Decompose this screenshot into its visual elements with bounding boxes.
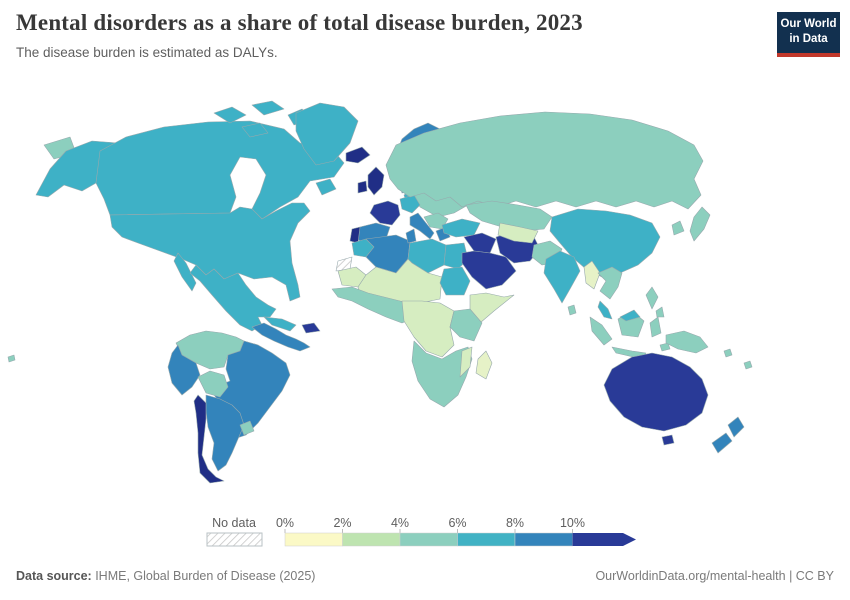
page-subtitle: The disease burden is estimated as DALYs… [16, 45, 278, 60]
country-ireland[interactable] [357, 180, 368, 194]
country-cuba[interactable] [263, 316, 297, 332]
country-canada-arctic-2[interactable] [251, 100, 285, 116]
region-fiji[interactable] [743, 360, 753, 370]
country-mozambique[interactable] [459, 346, 473, 378]
region-syria-iraq[interactable] [463, 232, 497, 254]
country-newfoundland[interactable] [315, 178, 337, 196]
legend-tick-label-1: 2% [333, 516, 351, 530]
country-new-zealand-north[interactable] [727, 416, 745, 438]
country-kazakhstan[interactable] [465, 200, 553, 232]
country-united-states[interactable] [109, 202, 311, 302]
owid-logo-line1: Our World [780, 18, 837, 30]
legend-segment-10-plus[interactable] [572, 533, 637, 546]
no-data-label: No data [212, 516, 256, 530]
country-hispaniola[interactable] [301, 322, 321, 334]
chart-footer: Data source: IHME, Global Burden of Dise… [16, 569, 834, 583]
country-uruguay[interactable] [239, 420, 255, 436]
country-canada-arctic-1[interactable] [213, 106, 247, 124]
legend-tick-label-3: 6% [448, 516, 466, 530]
country-chile[interactable] [193, 394, 225, 484]
region-saudi-arabia-gulf[interactable] [461, 250, 517, 290]
region-central-africa[interactable] [401, 300, 455, 358]
country-canada[interactable] [95, 120, 345, 220]
country-italy[interactable] [409, 212, 435, 240]
region-solomon-islands[interactable] [723, 348, 733, 358]
region-southern-africa[interactable] [411, 340, 473, 408]
country-sri-lanka[interactable] [567, 304, 577, 316]
legend-segment-4-6[interactable] [399, 532, 458, 547]
region-east-africa[interactable] [449, 308, 483, 342]
legend-segment-0-2[interactable] [284, 532, 343, 547]
no-data-swatch[interactable] [206, 532, 263, 547]
country-madagascar[interactable] [475, 350, 493, 380]
country-baja-california[interactable] [173, 252, 197, 292]
legend-tick-label-4: 8% [506, 516, 524, 530]
region-tasmania[interactable] [661, 434, 675, 446]
region-china-mongolia[interactable] [549, 208, 661, 278]
country-tunisia[interactable] [405, 228, 417, 244]
country-peru[interactable] [167, 344, 201, 396]
region-sulawesi[interactable] [649, 316, 662, 338]
region-central-america[interactable] [251, 322, 311, 352]
region-moluccas[interactable] [659, 342, 671, 352]
region-thailand-indochina[interactable] [597, 266, 623, 300]
country-united-kingdom[interactable] [367, 166, 385, 196]
region-sumatra[interactable] [589, 316, 613, 346]
legend-tick-label-2: 4% [391, 516, 409, 530]
country-sudan[interactable] [439, 266, 471, 296]
country-australia[interactable] [603, 352, 709, 432]
country-mexico[interactable] [189, 264, 277, 332]
map-legend: No data 0% 2% 4% 6% 8% 10% [0, 510, 850, 560]
country-malaysia[interactable] [597, 300, 613, 320]
data-source: Data source: IHME, Global Burden of Dise… [16, 569, 315, 583]
country-south-korea[interactable] [671, 220, 685, 236]
region-pacific-islands-west[interactable] [7, 354, 16, 363]
country-japan[interactable] [689, 206, 711, 242]
country-philippines-south[interactable] [655, 306, 665, 318]
country-new-zealand-south[interactable] [711, 432, 733, 454]
country-russia[interactable] [385, 111, 704, 210]
page-title: Mental disorders as a share of total dis… [16, 10, 583, 35]
country-papua-new-guinea[interactable] [665, 330, 709, 354]
chart-header: Mental disorders as a share of total dis… [16, 10, 840, 90]
region-central-asia-south[interactable] [497, 222, 539, 244]
region-myanmar-laos[interactable] [583, 260, 601, 290]
country-canada-arctic-3[interactable] [241, 122, 269, 138]
owid-logo[interactable]: Our World in Data [777, 12, 840, 57]
credit-link[interactable]: OurWorldinData.org/mental-health | CC BY [595, 569, 834, 583]
data-source-text: IHME, Global Burden of Disease (2025) [91, 569, 316, 583]
country-philippines-north[interactable] [645, 286, 659, 310]
country-argentina[interactable] [205, 394, 245, 472]
world-map [0, 95, 850, 510]
owid-logo-line2: in Data [789, 33, 828, 45]
country-france[interactable] [369, 200, 401, 226]
region-borneo-malaysia[interactable] [619, 309, 641, 322]
legend-segment-8-10[interactable] [514, 532, 573, 547]
country-bolivia[interactable] [197, 370, 229, 398]
country-greenland[interactable] [295, 102, 359, 166]
legend-segment-6-8[interactable] [457, 532, 516, 547]
country-turkey[interactable] [441, 218, 481, 238]
country-iceland[interactable] [345, 146, 371, 164]
data-source-label: Data source: [16, 569, 92, 583]
country-portugal[interactable] [349, 226, 361, 244]
region-india-pakistan[interactable] [543, 250, 581, 304]
legend-tick-label-5: 10% [560, 516, 585, 530]
legend-segment-2-4[interactable] [342, 532, 401, 547]
legend-tick-label-0: 0% [276, 516, 294, 530]
